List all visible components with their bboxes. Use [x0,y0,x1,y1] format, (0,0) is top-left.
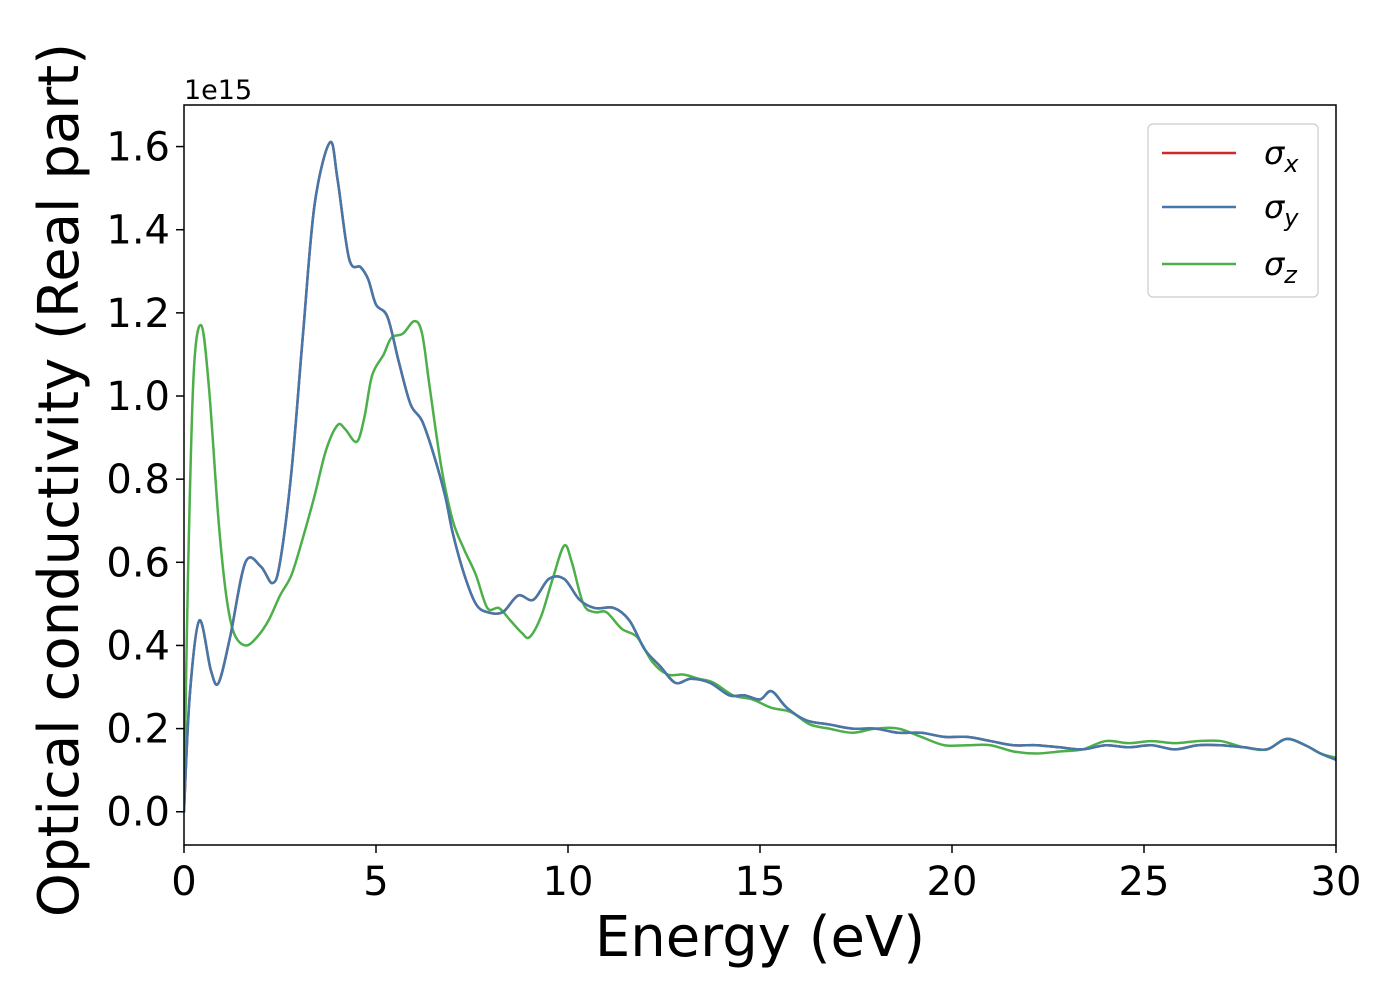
y-tick-label: 0.4 [106,623,170,669]
x-axis-ticks: 0 5 10 15 20 25 30 [171,845,1361,905]
y-axis-offset-text: 1e15 [184,75,252,106]
x-tick-label: 20 [927,859,978,905]
legend-frame [1147,123,1319,298]
series-line-1 [184,140,1336,813]
y-tick-label: 1.6 [106,125,170,171]
x-tick-label: 25 [1119,859,1170,905]
series-line-2 [184,319,1336,813]
y-tick-label: 1.0 [106,374,170,420]
y-tick-label: 0.0 [106,790,170,836]
y-tick-label: 0.8 [106,457,170,503]
y-tick-label: 0.2 [106,707,170,753]
x-tick-label: 15 [735,859,786,905]
y-axis-label: Optical conductivity (Real part) [27,43,92,917]
x-tick-label: 5 [363,859,388,905]
y-tick-label: 0.6 [106,540,170,586]
series-layer [184,140,1336,813]
y-tick-label: 1.2 [106,291,170,337]
x-tick-label: 0 [171,859,196,905]
y-axis-ticks: 0.0 0.2 0.4 0.6 0.8 1.0 1.2 1.4 1.6 [106,125,184,836]
y-tick-label: 1.4 [106,208,170,254]
x-tick-label: 30 [1311,859,1362,905]
x-tick-label: 10 [543,859,594,905]
x-axis-label: Energy (eV) [595,905,925,970]
